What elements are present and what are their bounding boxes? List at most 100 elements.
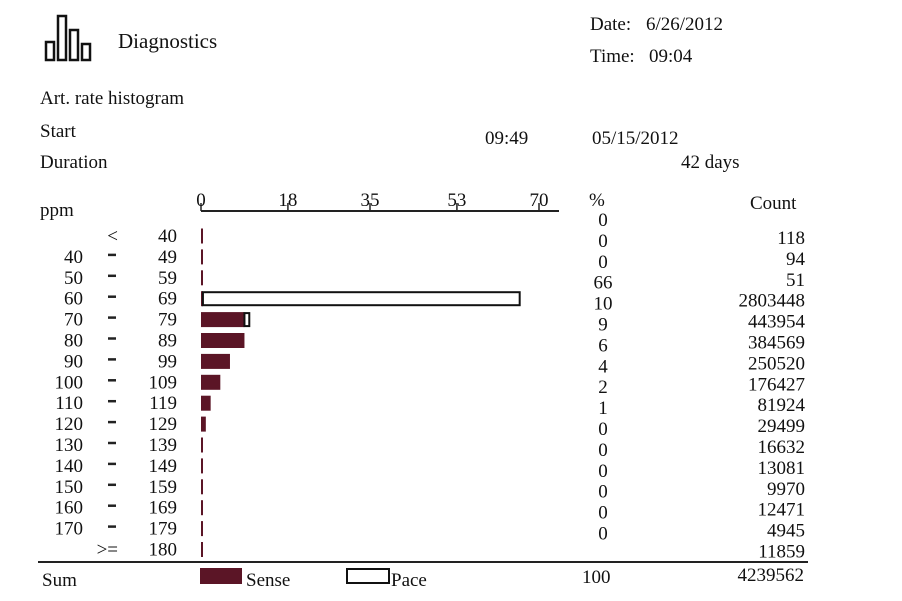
percent-value: 0 — [598, 440, 608, 461]
sense-bar — [201, 333, 245, 348]
row-lower-bound: 70 — [64, 310, 83, 331]
percent-value: 0 — [598, 461, 608, 482]
pace-bar — [201, 291, 521, 307]
percent-value: 0 — [598, 252, 608, 273]
row-upper-bound: 169 — [149, 498, 178, 519]
percent-value: 0 — [598, 419, 608, 440]
sense-bar — [201, 458, 203, 474]
ppm-column-header: ppm — [40, 200, 74, 221]
range-operator: < — [107, 226, 118, 247]
count-value: 4945 — [767, 521, 805, 542]
pace-bar — [243, 312, 251, 328]
sense-bar — [201, 228, 203, 244]
row-lower-bound: 40 — [64, 247, 83, 268]
histogram-icon — [44, 14, 92, 62]
row-upper-bound: 139 — [149, 435, 178, 456]
row-lower-bound: 130 — [55, 435, 84, 456]
percent-value: 4 — [598, 356, 608, 377]
date-value: 6/26/2012 — [646, 14, 724, 35]
percent-value: 10 — [594, 294, 613, 315]
percent-total: 100 — [582, 567, 611, 588]
percent-column-header: % — [589, 190, 605, 211]
count-total: 4239562 — [737, 565, 805, 586]
percent-value: 6 — [598, 335, 608, 356]
x-axis-tick-label: 53 — [447, 190, 466, 211]
row-upper-bound: 89 — [158, 331, 177, 352]
percent-value: 1 — [598, 398, 608, 419]
sense-bar — [201, 374, 221, 390]
row-lower-bound: 50 — [64, 268, 83, 289]
row-upper-bound: 59 — [158, 268, 177, 289]
percent-value: 0 — [598, 503, 608, 524]
sense-legend-label: Sense — [246, 570, 291, 591]
percent-value: 2 — [598, 377, 608, 398]
row-upper-bound: 119 — [149, 393, 177, 414]
row-upper-bound: 159 — [149, 477, 178, 498]
percent-value: 0 — [598, 482, 608, 503]
histogram-heading: Art. rate histogram — [40, 88, 185, 109]
pace-legend-label: Pace — [391, 570, 427, 591]
sense-bar — [201, 500, 203, 516]
row-lower-bound: 90 — [64, 351, 83, 372]
duration-value: 42 days — [681, 152, 740, 173]
row-upper-bound: 180 — [149, 540, 178, 561]
row-lower-bound: 120 — [55, 414, 84, 435]
count-value: 29499 — [758, 416, 806, 437]
pace-legend-swatch — [346, 568, 390, 584]
sense-bar — [201, 312, 245, 328]
sense-bar — [201, 479, 203, 495]
sense-bar — [201, 270, 203, 286]
count-value: 250520 — [748, 353, 805, 374]
time-value: 09:04 — [649, 46, 693, 67]
count-value: 11859 — [758, 542, 805, 563]
count-value: 2803448 — [739, 291, 806, 312]
sum-label: Sum — [42, 570, 77, 591]
row-upper-bound: 69 — [158, 289, 177, 310]
row-lower-bound: 140 — [55, 456, 84, 477]
percent-value: 0 — [598, 210, 608, 231]
percent-value: 9 — [598, 315, 608, 336]
range-operator: >= — [97, 540, 118, 561]
sense-bar — [201, 521, 203, 537]
count-value: 9970 — [767, 479, 805, 500]
row-upper-bound: 179 — [149, 519, 178, 540]
count-value: 176427 — [748, 374, 805, 395]
duration-label: Duration — [40, 152, 108, 173]
start-label: Start — [40, 121, 76, 142]
count-value: 12471 — [758, 500, 806, 521]
percent-value: 0 — [598, 524, 608, 545]
row-lower-bound: 170 — [55, 519, 84, 540]
row-lower-bound: 80 — [64, 331, 83, 352]
count-value: 51 — [786, 270, 805, 291]
count-value: 16632 — [758, 437, 806, 458]
x-axis-tick-label: 0 — [196, 190, 206, 211]
count-value: 443954 — [748, 312, 806, 333]
time-label: Time: — [590, 46, 635, 67]
row-upper-bound: 79 — [158, 310, 177, 331]
sense-bar — [201, 353, 230, 369]
start-date: 05/15/2012 — [592, 128, 679, 149]
row-upper-bound: 109 — [149, 372, 178, 393]
count-value: 118 — [777, 228, 805, 249]
row-lower-bound: 100 — [55, 372, 84, 393]
x-axis-tick-label: 70 — [530, 190, 549, 211]
sense-bar — [201, 416, 206, 432]
start-time: 09:49 — [485, 128, 529, 149]
count-value: 94 — [786, 249, 806, 270]
sense-legend-swatch — [200, 568, 242, 584]
row-lower-bound: 160 — [55, 498, 84, 519]
count-value: 13081 — [758, 458, 806, 479]
x-axis-tick-label: 35 — [361, 190, 380, 211]
count-column-header: Count — [750, 193, 797, 214]
sense-bar — [201, 542, 203, 557]
date-label: Date: — [590, 14, 632, 35]
row-lower-bound: 60 — [64, 289, 83, 310]
sense-bar — [201, 437, 203, 453]
sense-bar — [201, 249, 203, 265]
percent-value: 0 — [598, 231, 608, 252]
x-axis-tick-label: 18 — [278, 190, 297, 211]
row-upper-bound: 129 — [149, 414, 178, 435]
sense-bar — [201, 395, 211, 411]
